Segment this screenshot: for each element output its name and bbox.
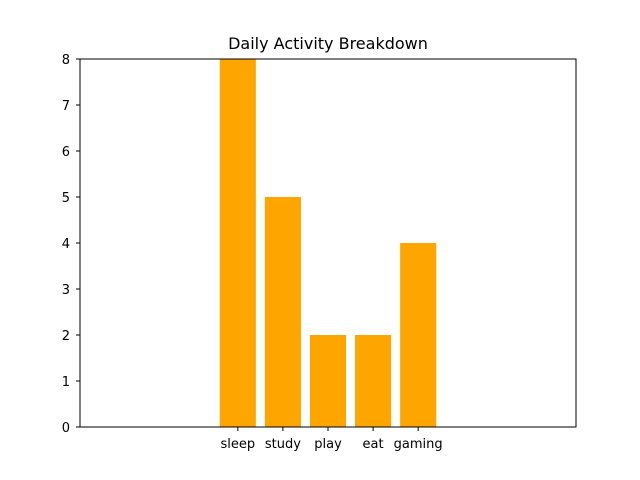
y-tick-label: 3 [62, 283, 70, 298]
y-tick-label: 7 [62, 99, 70, 114]
bars-layer [219, 59, 437, 427]
x-tick-label: sleep [220, 437, 255, 452]
bar-eat [355, 335, 392, 427]
plot-frame [79, 58, 577, 428]
bar-play [309, 335, 347, 427]
y-tick-label: 1 [62, 375, 70, 390]
y-tick-label: 5 [62, 191, 70, 206]
y-tick-label: 2 [62, 329, 70, 344]
y-tick-label: 4 [62, 237, 70, 252]
x-tick-label: study [265, 437, 301, 452]
y-tick-label: 0 [62, 421, 70, 436]
bar-sleep [219, 59, 256, 427]
y-tick-label: 6 [62, 145, 70, 160]
x-tick-label: eat [363, 437, 384, 452]
x-axis: sleep study play eat gaming [220, 427, 443, 452]
bar-gaming [400, 243, 437, 427]
x-tick-label: play [314, 437, 342, 452]
x-tick-label: gaming [394, 437, 443, 452]
chart-title: Daily Activity Breakdown [228, 34, 428, 53]
y-axis: 0 1 2 3 4 5 6 7 8 [62, 53, 80, 436]
bar-study [264, 197, 301, 427]
y-tick-label: 8 [62, 53, 70, 68]
